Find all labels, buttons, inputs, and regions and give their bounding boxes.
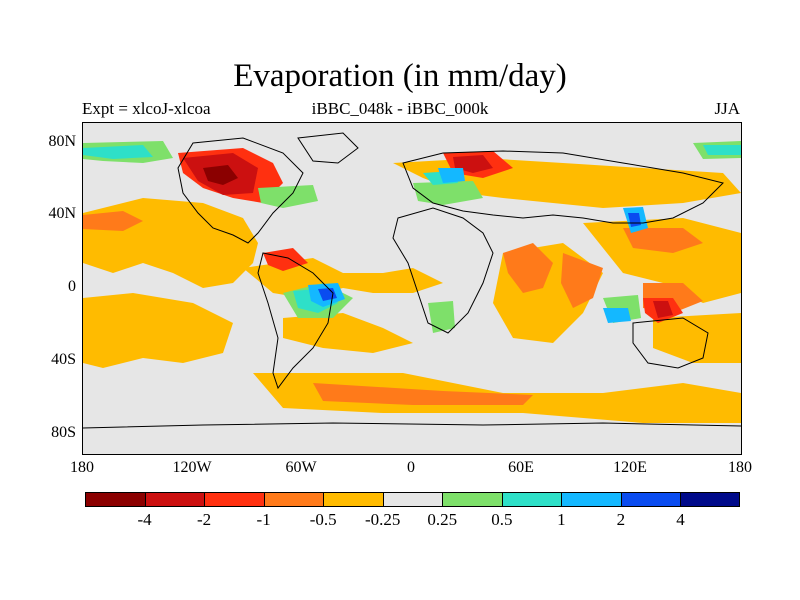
colorbar-tick-label: -0.25 xyxy=(365,510,401,529)
lon-label-120w: 120W xyxy=(172,459,212,476)
colorbar-box xyxy=(561,492,621,507)
lat-label-80s: 80S xyxy=(51,424,76,441)
colorbar-box xyxy=(204,492,264,507)
colorbar-tick-label: -2 xyxy=(196,510,212,529)
colorbar-box xyxy=(263,492,324,507)
lon-label-120e: 120E xyxy=(613,459,647,476)
season-label: JJA xyxy=(714,99,740,118)
anomaly-negative-weak xyxy=(83,158,741,423)
coastlines xyxy=(83,132,741,429)
colorbar-tick-label: -4 xyxy=(137,510,152,529)
colorbar-box xyxy=(323,492,383,507)
comparison-label: iBBC_048k - iBBC_000k xyxy=(311,99,489,118)
lat-label-equator: 0 xyxy=(68,278,76,295)
colorbar-box xyxy=(620,492,681,507)
map-panel xyxy=(82,122,742,455)
colorbar-tick-label: 0.25 xyxy=(427,510,458,529)
lon-label-0: 0 xyxy=(407,459,415,476)
colorbar-tick-label: 0.5 xyxy=(491,510,513,529)
colorbar-box xyxy=(382,492,443,507)
colorbar-outline xyxy=(85,492,740,507)
lat-label-40s: 40S xyxy=(51,351,76,368)
evaporation-field xyxy=(83,132,741,429)
colorbar-box xyxy=(680,492,740,507)
colorbar-box xyxy=(144,492,205,507)
lat-label-40n: 40N xyxy=(48,205,76,222)
lon-label-60e: 60E xyxy=(508,459,534,476)
colorbar-tick-label: -0.5 xyxy=(309,510,337,529)
colorbar-tick-label: 1 xyxy=(557,510,566,529)
colorbar-tick-label: 4 xyxy=(676,510,685,529)
colorbar-tick-label: 2 xyxy=(616,510,626,529)
colorbar-tick-label: -1 xyxy=(256,510,271,529)
colorbar-box xyxy=(442,492,502,507)
experiment-label: Expt = xlcoJ-xlcoa xyxy=(82,99,211,118)
anomaly-negative-extreme xyxy=(203,165,238,185)
lat-label-80n: 80N xyxy=(48,133,76,150)
lon-label-180e: 180 xyxy=(728,459,752,476)
colorbar-box xyxy=(501,492,562,507)
lon-label-180w: 180 xyxy=(70,459,94,476)
lon-label-60w: 60W xyxy=(285,459,317,476)
chart-title: Evaporation (in mm/day) xyxy=(233,58,567,94)
